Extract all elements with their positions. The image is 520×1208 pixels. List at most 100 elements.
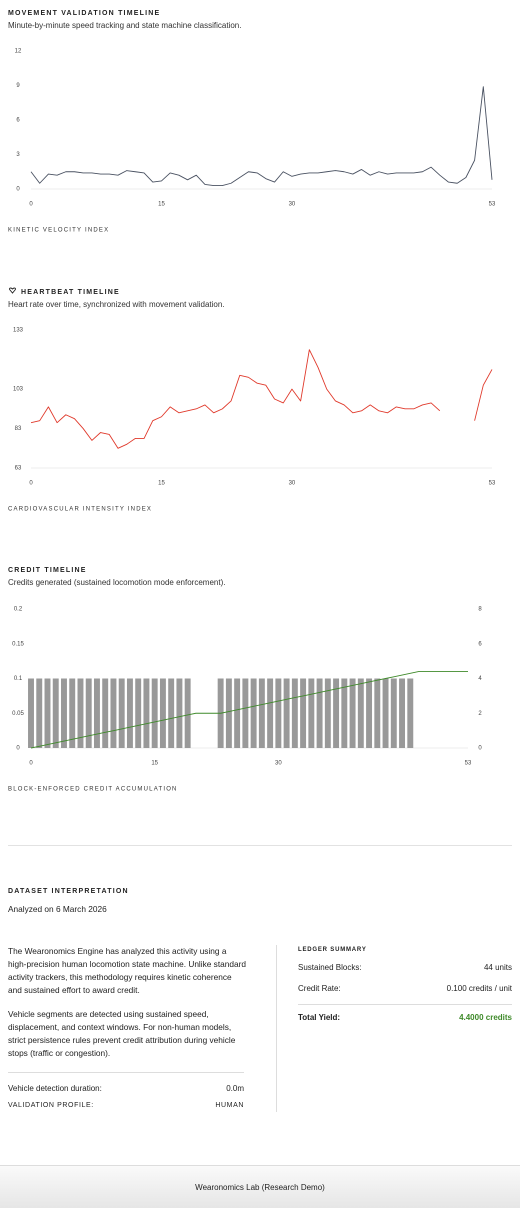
charts: MOVEMENT VALIDATION TIMELINE Minute-by-mi… <box>8 10 496 793</box>
y-tick-label: 0.2 <box>14 607 23 613</box>
x-tick-label: 30 <box>289 481 296 487</box>
ledger-row: Credit Rate: 0.100 credits / unit <box>298 984 512 993</box>
bar <box>176 678 183 748</box>
bar <box>341 678 348 748</box>
detail-value: HUMAN <box>215 1102 244 1109</box>
ledger-value: 0.100 credits / unit <box>446 984 512 993</box>
bar <box>126 678 133 748</box>
bar <box>300 678 307 748</box>
x-tick-label: 15 <box>158 481 165 487</box>
bar <box>69 678 76 748</box>
bar <box>357 678 364 748</box>
bar <box>407 678 414 748</box>
ledger-value: 4.4000 credits <box>459 1013 512 1022</box>
paragraph: The Wearonomics Engine has analyzed this… <box>8 946 246 995</box>
y-tick-label: 63 <box>15 466 22 472</box>
chart-subtitle: Heart rate over time, synchronized with … <box>8 300 225 309</box>
x-tick-label: 15 <box>158 202 165 208</box>
bar <box>28 678 34 748</box>
bar <box>225 678 232 748</box>
data-line <box>30 671 468 749</box>
bar <box>151 678 158 748</box>
bar <box>267 678 274 748</box>
bar <box>316 678 323 748</box>
detail-label: VALIDATION PROFILE: <box>8 1102 94 1109</box>
y-tick-label: 0.15 <box>12 641 24 647</box>
x-tick-label: 53 <box>489 481 496 487</box>
y-tick-label: 3 <box>16 152 20 158</box>
bar <box>399 678 406 748</box>
footer-text: Wearonomics Lab (Research Demo) <box>195 1183 325 1192</box>
footer: Wearonomics Lab (Research Demo) <box>0 1165 520 1208</box>
bar <box>234 678 241 748</box>
bar <box>168 678 175 748</box>
y2-tick-label: 6 <box>478 641 482 647</box>
x-tick-label: 0 <box>29 202 33 208</box>
bar <box>283 678 290 748</box>
section-title: DATASET INTERPRETATION <box>8 888 129 895</box>
bar <box>143 678 150 748</box>
y-tick-label: 9 <box>16 83 20 89</box>
y-tick-label: 0.05 <box>12 711 24 717</box>
y-tick-label: 0 <box>16 187 20 193</box>
bar <box>85 678 92 748</box>
bar <box>308 678 315 748</box>
ledger-label: Sustained Blocks: <box>298 963 362 972</box>
detail-label: Vehicle detection duration: <box>8 1084 102 1093</box>
bar <box>135 678 142 748</box>
bar <box>382 678 389 748</box>
bar <box>61 678 67 748</box>
ledger-row: Total Yield: 4.4000 credits <box>298 1013 512 1022</box>
ledger-label: Credit Rate: <box>298 984 341 993</box>
bar <box>275 678 282 748</box>
bar <box>102 678 109 748</box>
bar <box>184 678 191 748</box>
axis-caption: CARDIOVASCULAR INTENSITY INDEX <box>8 507 152 513</box>
bar <box>366 678 373 748</box>
y-tick-label: 6 <box>16 118 20 124</box>
bar <box>258 678 265 748</box>
x-tick-label: 15 <box>151 761 158 767</box>
ledger-title: LEDGER SUMMARY <box>298 947 367 953</box>
divider <box>8 1072 244 1073</box>
bar <box>36 678 43 748</box>
ledger-label: Total Yield: <box>298 1013 341 1022</box>
chart-title: CREDIT TIMELINE <box>8 567 87 574</box>
bar <box>333 678 340 748</box>
bar <box>52 678 59 748</box>
x-tick-label: 30 <box>289 202 296 208</box>
ledger-row: Sustained Blocks: 44 units <box>298 963 512 972</box>
divider <box>276 945 277 1112</box>
y-tick-label: 12 <box>15 49 22 55</box>
x-tick-label: 53 <box>465 761 472 767</box>
bar <box>349 678 356 748</box>
x-tick-label: 30 <box>275 761 282 767</box>
bar <box>250 678 257 748</box>
y-tick-label: 83 <box>15 426 22 432</box>
chart-subtitle: Minute-by-minute speed tracking and stat… <box>8 21 241 30</box>
axis-caption: KINETIC VELOCITY INDEX <box>8 228 109 234</box>
divider <box>298 1004 512 1005</box>
bar <box>93 678 100 748</box>
bar <box>44 678 51 748</box>
bar <box>324 678 331 748</box>
x-tick-label: 0 <box>29 761 33 767</box>
paragraph: Vehicle segments are detected using sust… <box>8 1009 236 1058</box>
ledger-value: 44 units <box>483 963 512 972</box>
data-line <box>30 349 493 449</box>
analysis-date: Analyzed on 6 March 2026 <box>8 904 107 914</box>
bar <box>77 678 84 748</box>
detail-row: VALIDATION PROFILE: HUMAN <box>8 1102 244 1109</box>
chart-subtitle: Credits generated (sustained locomotion … <box>8 578 225 587</box>
y-tick-label: 0.1 <box>14 676 23 682</box>
y2-tick-label: 4 <box>478 676 482 682</box>
y-tick-label: 0 <box>16 746 20 752</box>
y2-tick-label: 8 <box>478 607 482 613</box>
bar <box>242 678 249 748</box>
y-tick-label: 133 <box>13 328 24 334</box>
detail-row: Vehicle detection duration: 0.0m <box>8 1084 244 1093</box>
x-tick-label: 53 <box>489 202 496 208</box>
bar <box>118 678 125 748</box>
bar <box>390 678 397 748</box>
